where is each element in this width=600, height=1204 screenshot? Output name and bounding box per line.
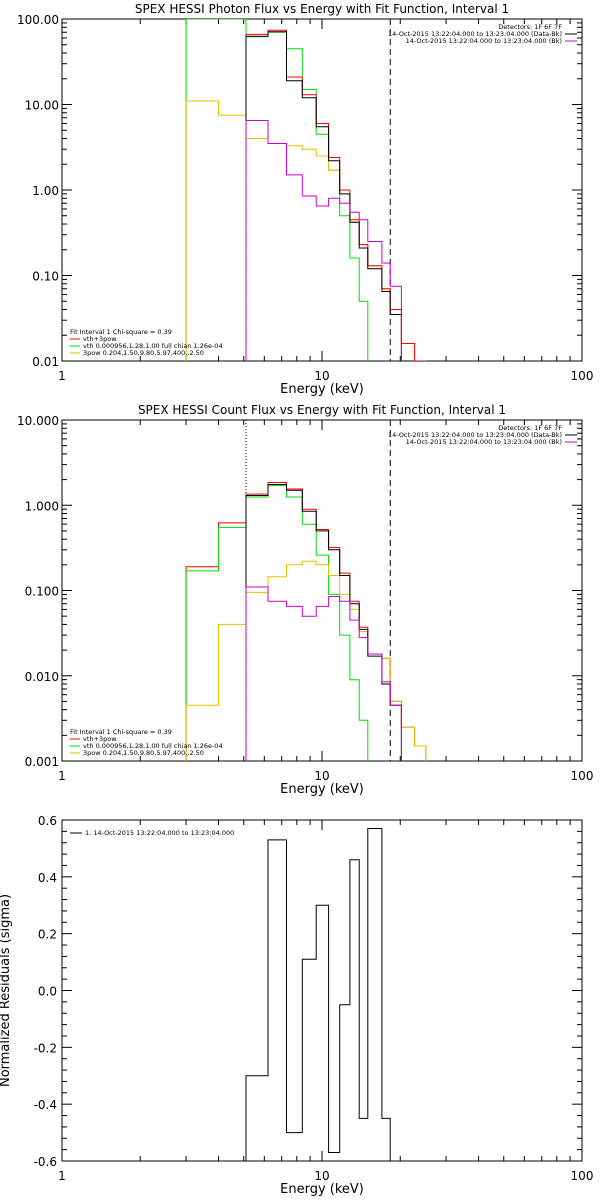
y-tick-label: -0.4 bbox=[34, 1098, 57, 1112]
y-tick-label: -0.2 bbox=[34, 1041, 57, 1055]
y-tick-label: 100.00 bbox=[17, 13, 59, 27]
series-data-line bbox=[245, 31, 402, 361]
y-tick-label: 0.01 bbox=[32, 355, 59, 369]
series-data-line bbox=[245, 484, 402, 761]
annotation-text: 14-Oct-2015 13:22:04.000 to 13:23:04.000… bbox=[388, 431, 562, 439]
series-vth-line bbox=[185, 19, 369, 361]
x-tick-label: 1 bbox=[58, 769, 66, 783]
legend-entry: 1. 14-Oct-2015 13:22:04.000 to 13:23:04.… bbox=[85, 829, 234, 837]
y-tick-label: 10.00 bbox=[25, 99, 59, 113]
y-tick-label: 0.010 bbox=[25, 670, 59, 684]
x-tick-label: 100 bbox=[571, 1169, 594, 1183]
legend-entry: vth 0.000956,1.28,1.00 full chian 1.26e-… bbox=[83, 342, 223, 350]
legend-entry: vth+3pow bbox=[83, 335, 117, 343]
chart-title: SPEX HESSI Photon Flux vs Energy with Fi… bbox=[135, 2, 509, 16]
y-tick-label: -0.6 bbox=[34, 1155, 57, 1169]
x-tick-label: 10 bbox=[314, 1169, 329, 1183]
y-tick-label: 0.2 bbox=[38, 928, 57, 942]
legend-entry: 3pow 0.204,1.50,9.80,5.97,400.,2.50 bbox=[83, 349, 204, 357]
x-axis-label: Energy (keV) bbox=[280, 382, 364, 397]
y-tick-label: 0.001 bbox=[25, 755, 59, 769]
x-tick-label: 1 bbox=[58, 369, 66, 383]
series-total-line bbox=[245, 29, 427, 361]
chart-panel-3: 1 10 100 Energy (keV) -0.6 -0.4 -0.2 0.0 0.2 0.4 0… bbox=[0, 814, 593, 1197]
y-tick-label: 0.0 bbox=[38, 985, 57, 999]
chart-panel-1: SPEX HESSI Photon Flux vs Energy with Fi… bbox=[17, 2, 593, 397]
annotation-text: 14-Oct-2015 13:22:04.000 to 13:23:04.000… bbox=[406, 37, 562, 45]
x-tick-label: 1 bbox=[58, 1169, 66, 1183]
annotation-text: Detectors: 1F 6F 7F bbox=[498, 424, 562, 432]
x-tick-label: 10 bbox=[314, 769, 329, 783]
legend-entry: Fit Interval 1 Chi-square = 0.39 bbox=[70, 328, 172, 336]
y-axis-label: Normalized Residuals (sigma) bbox=[0, 894, 13, 1087]
plot-frame bbox=[61, 819, 583, 1162]
x-tick-label: 100 bbox=[571, 769, 594, 783]
y-tick-label: 0.100 bbox=[25, 585, 59, 599]
y-tick-label: 10.000 bbox=[17, 414, 59, 428]
annotation-text: Detectors: 1F 6F 7F bbox=[498, 23, 562, 31]
legend-entry: 3pow 0.204,1.50,9.80,5.97,400.,2.50 bbox=[83, 749, 204, 757]
annotation-text: 14-Oct-2015 13:22:04.000 to 13:23:04.000… bbox=[388, 30, 562, 38]
x-axis-label: Energy (keV) bbox=[280, 782, 364, 797]
y-tick-label: 0.6 bbox=[38, 814, 57, 828]
legend-entry: vth+3pow bbox=[83, 735, 117, 743]
series-bk-line bbox=[245, 120, 402, 361]
legend-entry: vth 0.000956,1.28,1.00 full chian 1.26e-… bbox=[83, 742, 223, 750]
series-data-line bbox=[245, 828, 391, 1161]
legend-entry: Fit Interval 1 Chi-square = 0.39 bbox=[70, 728, 172, 736]
y-tick-label: 1.000 bbox=[25, 499, 59, 513]
series-vth-line bbox=[185, 485, 369, 761]
plot-frame bbox=[61, 419, 583, 762]
y-tick-label: 0.10 bbox=[32, 270, 59, 284]
annotation-text: 14-Oct-2015 13:22:04.000 to 13:23:04.000… bbox=[406, 438, 562, 446]
x-axis-label: Energy (keV) bbox=[280, 1182, 364, 1197]
chart-title: SPEX HESSI Count Flux vs Energy with Fit… bbox=[138, 403, 506, 417]
chart-panel-2: SPEX HESSI Count Flux vs Energy with Fit… bbox=[17, 403, 593, 797]
plot-frame bbox=[61, 18, 583, 362]
x-tick-label: 10 bbox=[314, 369, 329, 383]
x-tick-label: 100 bbox=[571, 369, 594, 383]
series-bk-line bbox=[245, 586, 402, 761]
series-pow-line bbox=[185, 560, 427, 761]
y-tick-label: 0.4 bbox=[38, 871, 57, 885]
y-tick-label: 1.00 bbox=[32, 184, 59, 198]
